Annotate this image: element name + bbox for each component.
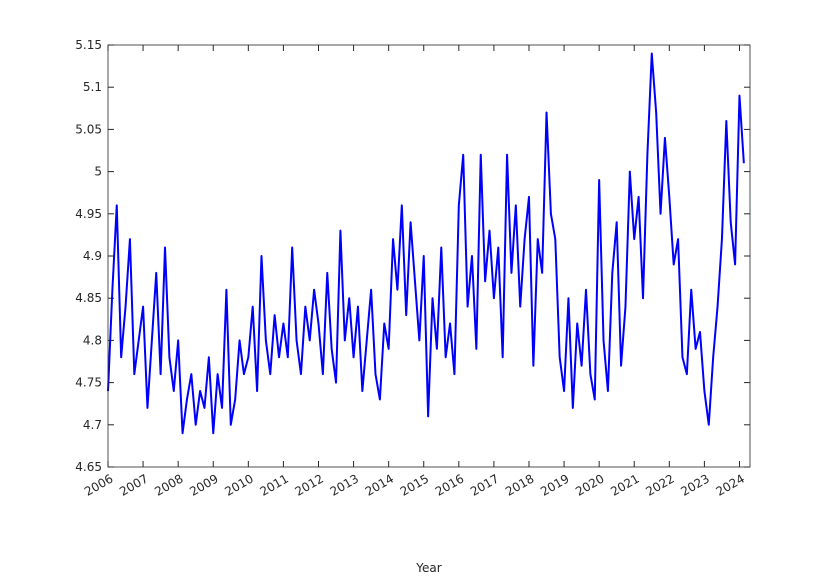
x-tick-label: 2016 [433, 471, 466, 498]
y-tick-label: 5.1 [83, 80, 102, 94]
x-tick-label: 2011 [257, 471, 290, 498]
x-tick-label: 2007 [117, 471, 150, 498]
axes-box [107, 44, 751, 468]
x-tick-label: 2020 [573, 471, 606, 498]
x-tick-label: 2022 [643, 471, 676, 498]
x-axis-label: Year [415, 561, 441, 575]
y-tick-label: 4.95 [75, 207, 102, 221]
x-tick-label: 2018 [503, 471, 536, 498]
x-tick-label: 2015 [398, 471, 431, 498]
y-tick-label: 4.65 [75, 460, 102, 474]
x-tick-label: 2014 [363, 471, 396, 498]
y-tick-label: 5.15 [75, 38, 102, 52]
y-tick-label: 5 [94, 165, 102, 179]
y-tick-label: 4.8 [83, 333, 102, 347]
x-tick-label: 2009 [187, 471, 220, 498]
x-tick-label: 2024 [714, 471, 747, 498]
x-tick-label: 2006 [82, 471, 115, 498]
x-tick-label: 2019 [538, 471, 571, 498]
x-tick-label: 2021 [608, 471, 641, 498]
x-tick-label: 2008 [152, 471, 185, 498]
x-tick-label: 2013 [328, 471, 361, 498]
x-tick-label: 2017 [468, 471, 501, 498]
y-tick-label: 4.85 [75, 291, 102, 305]
x-tick-label: 2023 [678, 471, 711, 498]
y-tick-label: 4.75 [75, 376, 102, 390]
y-tick-label: 4.7 [83, 418, 102, 432]
y-tick-label: 4.9 [83, 249, 102, 263]
data-line [107, 52, 745, 435]
y-tick-label: 5.05 [75, 122, 102, 136]
x-tick-label: 2012 [293, 471, 326, 498]
x-tick-label: 2010 [222, 471, 255, 498]
